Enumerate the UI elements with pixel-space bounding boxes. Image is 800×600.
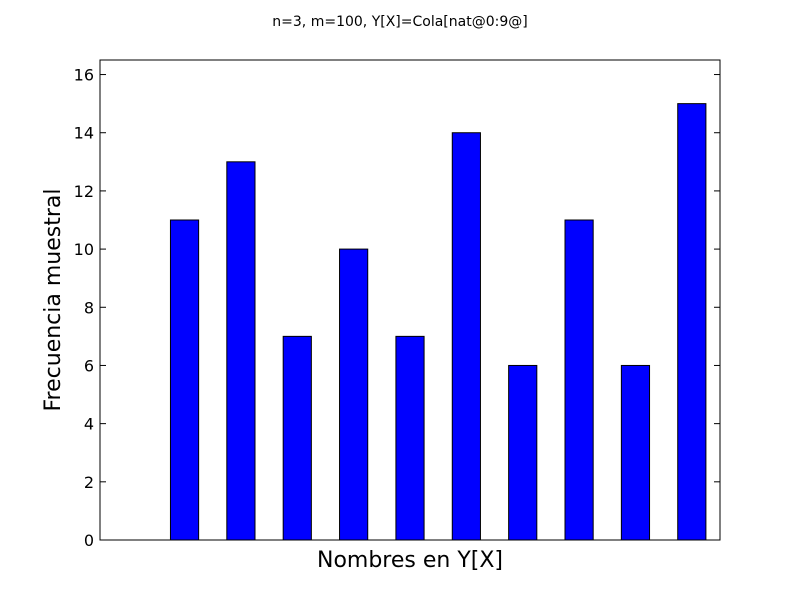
ytick-label-16: 16 bbox=[74, 66, 94, 85]
bar-1 bbox=[169, 219, 200, 541]
ytick-label-2: 2 bbox=[84, 473, 94, 492]
ytick-label-10: 10 bbox=[74, 240, 94, 259]
bars-group bbox=[169, 103, 707, 541]
bar-4 bbox=[339, 248, 369, 541]
bar-5 bbox=[395, 335, 425, 541]
ytick-label-14: 14 bbox=[74, 124, 94, 143]
ytick-label-6: 6 bbox=[84, 356, 94, 375]
bar-3 bbox=[282, 335, 312, 541]
bar-9 bbox=[620, 364, 651, 541]
bar-6 bbox=[451, 132, 481, 541]
ytick-label-4: 4 bbox=[84, 415, 94, 434]
y-axis-label: Frecuencia muestral bbox=[41, 189, 66, 412]
ytick-label-12: 12 bbox=[74, 182, 94, 201]
plot-frame bbox=[99, 59, 721, 541]
chart-title: n=3, m=100, Y[X]=Cola[nat@0:9@] bbox=[272, 14, 527, 30]
bar-10 bbox=[677, 103, 707, 541]
x-axis-label: Nombres en Y[X] bbox=[317, 548, 503, 573]
bar-7 bbox=[508, 364, 538, 541]
bar-8 bbox=[564, 219, 594, 541]
y-axis: 0 2 4 6 8 10 12 14 16 bbox=[74, 66, 720, 550]
ytick-label-0: 0 bbox=[84, 531, 94, 550]
ytick-label-8: 8 bbox=[84, 298, 94, 317]
bar-2 bbox=[226, 161, 256, 541]
